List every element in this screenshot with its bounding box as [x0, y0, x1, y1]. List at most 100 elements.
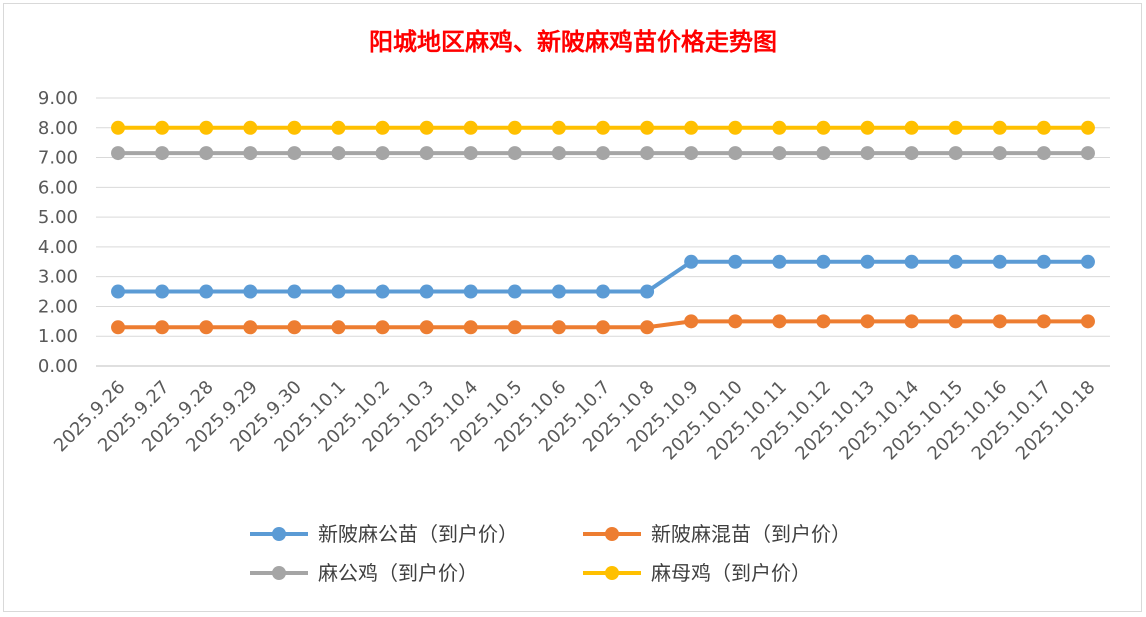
data-point: [596, 320, 610, 335]
legend-swatch-marker: [605, 566, 619, 580]
data-point: [111, 146, 126, 161]
data-point: [331, 146, 346, 161]
data-point: [155, 284, 170, 299]
series-lines: [111, 120, 1095, 335]
series-2: [111, 146, 1095, 161]
data-point: [992, 254, 1007, 269]
data-point: [816, 120, 831, 135]
legend-label: 新陂麻混苗（到户价）: [651, 522, 851, 546]
data-point: [948, 146, 963, 161]
data-point: [551, 120, 566, 135]
data-point: [1036, 146, 1051, 161]
y-tick-label: 6.00: [38, 177, 78, 198]
data-point: [904, 146, 919, 161]
legend: 新陂麻公苗（到户价） 新陂麻混苗（到户价） 麻公鸡（到户价） 麻母鸡（到户价）: [250, 522, 851, 585]
data-point: [640, 146, 655, 161]
data-point: [992, 146, 1007, 161]
data-point: [1080, 314, 1095, 329]
legend-swatch-marker: [272, 566, 286, 580]
y-tick-label: 9.00: [38, 88, 78, 109]
data-point: [551, 320, 566, 335]
data-point: [860, 314, 875, 329]
legend-swatch-marker: [605, 527, 619, 541]
data-point: [1080, 120, 1095, 135]
data-point: [1080, 146, 1095, 161]
data-point: [375, 120, 390, 135]
legend-item: 麻母鸡（到户价）: [583, 561, 811, 585]
data-point: [331, 320, 346, 335]
data-point: [111, 120, 126, 135]
data-point: [992, 120, 1007, 135]
data-point: [684, 146, 699, 161]
data-point: [860, 120, 875, 135]
data-point: [948, 254, 963, 269]
data-point: [684, 254, 699, 269]
data-point: [904, 120, 919, 135]
y-tick-label: 0.00: [38, 356, 78, 377]
data-point: [728, 146, 743, 161]
data-point: [419, 146, 434, 161]
data-point: [904, 254, 919, 269]
data-point: [463, 120, 478, 135]
legend-item: 麻公鸡（到户价）: [250, 561, 478, 585]
y-axis-ticks: 0.00 1.00 2.00 3.00 4.00 5.00 6.00 7.00 8.00 9.00: [38, 88, 78, 377]
data-point: [419, 284, 434, 299]
series-0: [111, 254, 1095, 299]
data-point: [640, 284, 655, 299]
data-point: [772, 146, 787, 161]
data-point: [728, 254, 743, 269]
chart-title: 阳城地区麻鸡、新陂麻鸡苗价格走势图: [369, 27, 777, 56]
data-point: [640, 320, 655, 335]
data-point: [596, 146, 610, 161]
legend-swatch-marker: [272, 527, 286, 541]
data-point: [243, 120, 258, 135]
data-point: [507, 320, 522, 335]
data-point: [816, 314, 831, 329]
legend-label: 新陂麻公苗（到户价）: [318, 522, 518, 546]
legend-item: 新陂麻公苗（到户价）: [250, 522, 518, 546]
data-point: [287, 120, 302, 135]
data-point: [111, 320, 126, 335]
data-point: [199, 284, 214, 299]
data-point: [596, 120, 610, 135]
data-point: [772, 254, 787, 269]
data-point: [596, 284, 610, 299]
y-tick-label: 1.00: [38, 326, 78, 347]
data-point: [199, 320, 214, 335]
data-point: [728, 120, 743, 135]
data-point: [331, 120, 346, 135]
data-point: [1036, 120, 1051, 135]
data-point: [375, 146, 390, 161]
x-axis-ticks: 2025.9.262025.9.272025.9.282025.9.292025…: [50, 377, 1100, 465]
y-tick-label: 4.00: [38, 237, 78, 258]
data-point: [155, 320, 170, 335]
data-point: [551, 146, 566, 161]
data-point: [287, 320, 302, 335]
data-point: [243, 146, 258, 161]
data-point: [111, 284, 126, 299]
legend-label: 麻母鸡（到户价）: [651, 561, 811, 585]
data-point: [904, 314, 919, 329]
y-tick-label: 7.00: [38, 148, 78, 169]
series-1: [111, 314, 1095, 335]
data-point: [1036, 314, 1051, 329]
data-point: [199, 146, 214, 161]
data-point: [772, 120, 787, 135]
data-point: [463, 146, 478, 161]
data-point: [331, 284, 346, 299]
data-point: [375, 320, 390, 335]
data-point: [1080, 254, 1095, 269]
data-point: [551, 284, 566, 299]
y-tick-label: 8.00: [38, 118, 78, 139]
data-point: [948, 120, 963, 135]
data-point: [199, 120, 214, 135]
data-point: [463, 320, 478, 335]
data-point: [507, 120, 522, 135]
y-tick-label: 3.00: [38, 267, 78, 288]
legend-item: 新陂麻混苗（到户价）: [583, 522, 851, 546]
data-point: [419, 320, 434, 335]
data-point: [992, 314, 1007, 329]
data-point: [243, 320, 258, 335]
data-point: [287, 284, 302, 299]
data-point: [684, 314, 699, 329]
